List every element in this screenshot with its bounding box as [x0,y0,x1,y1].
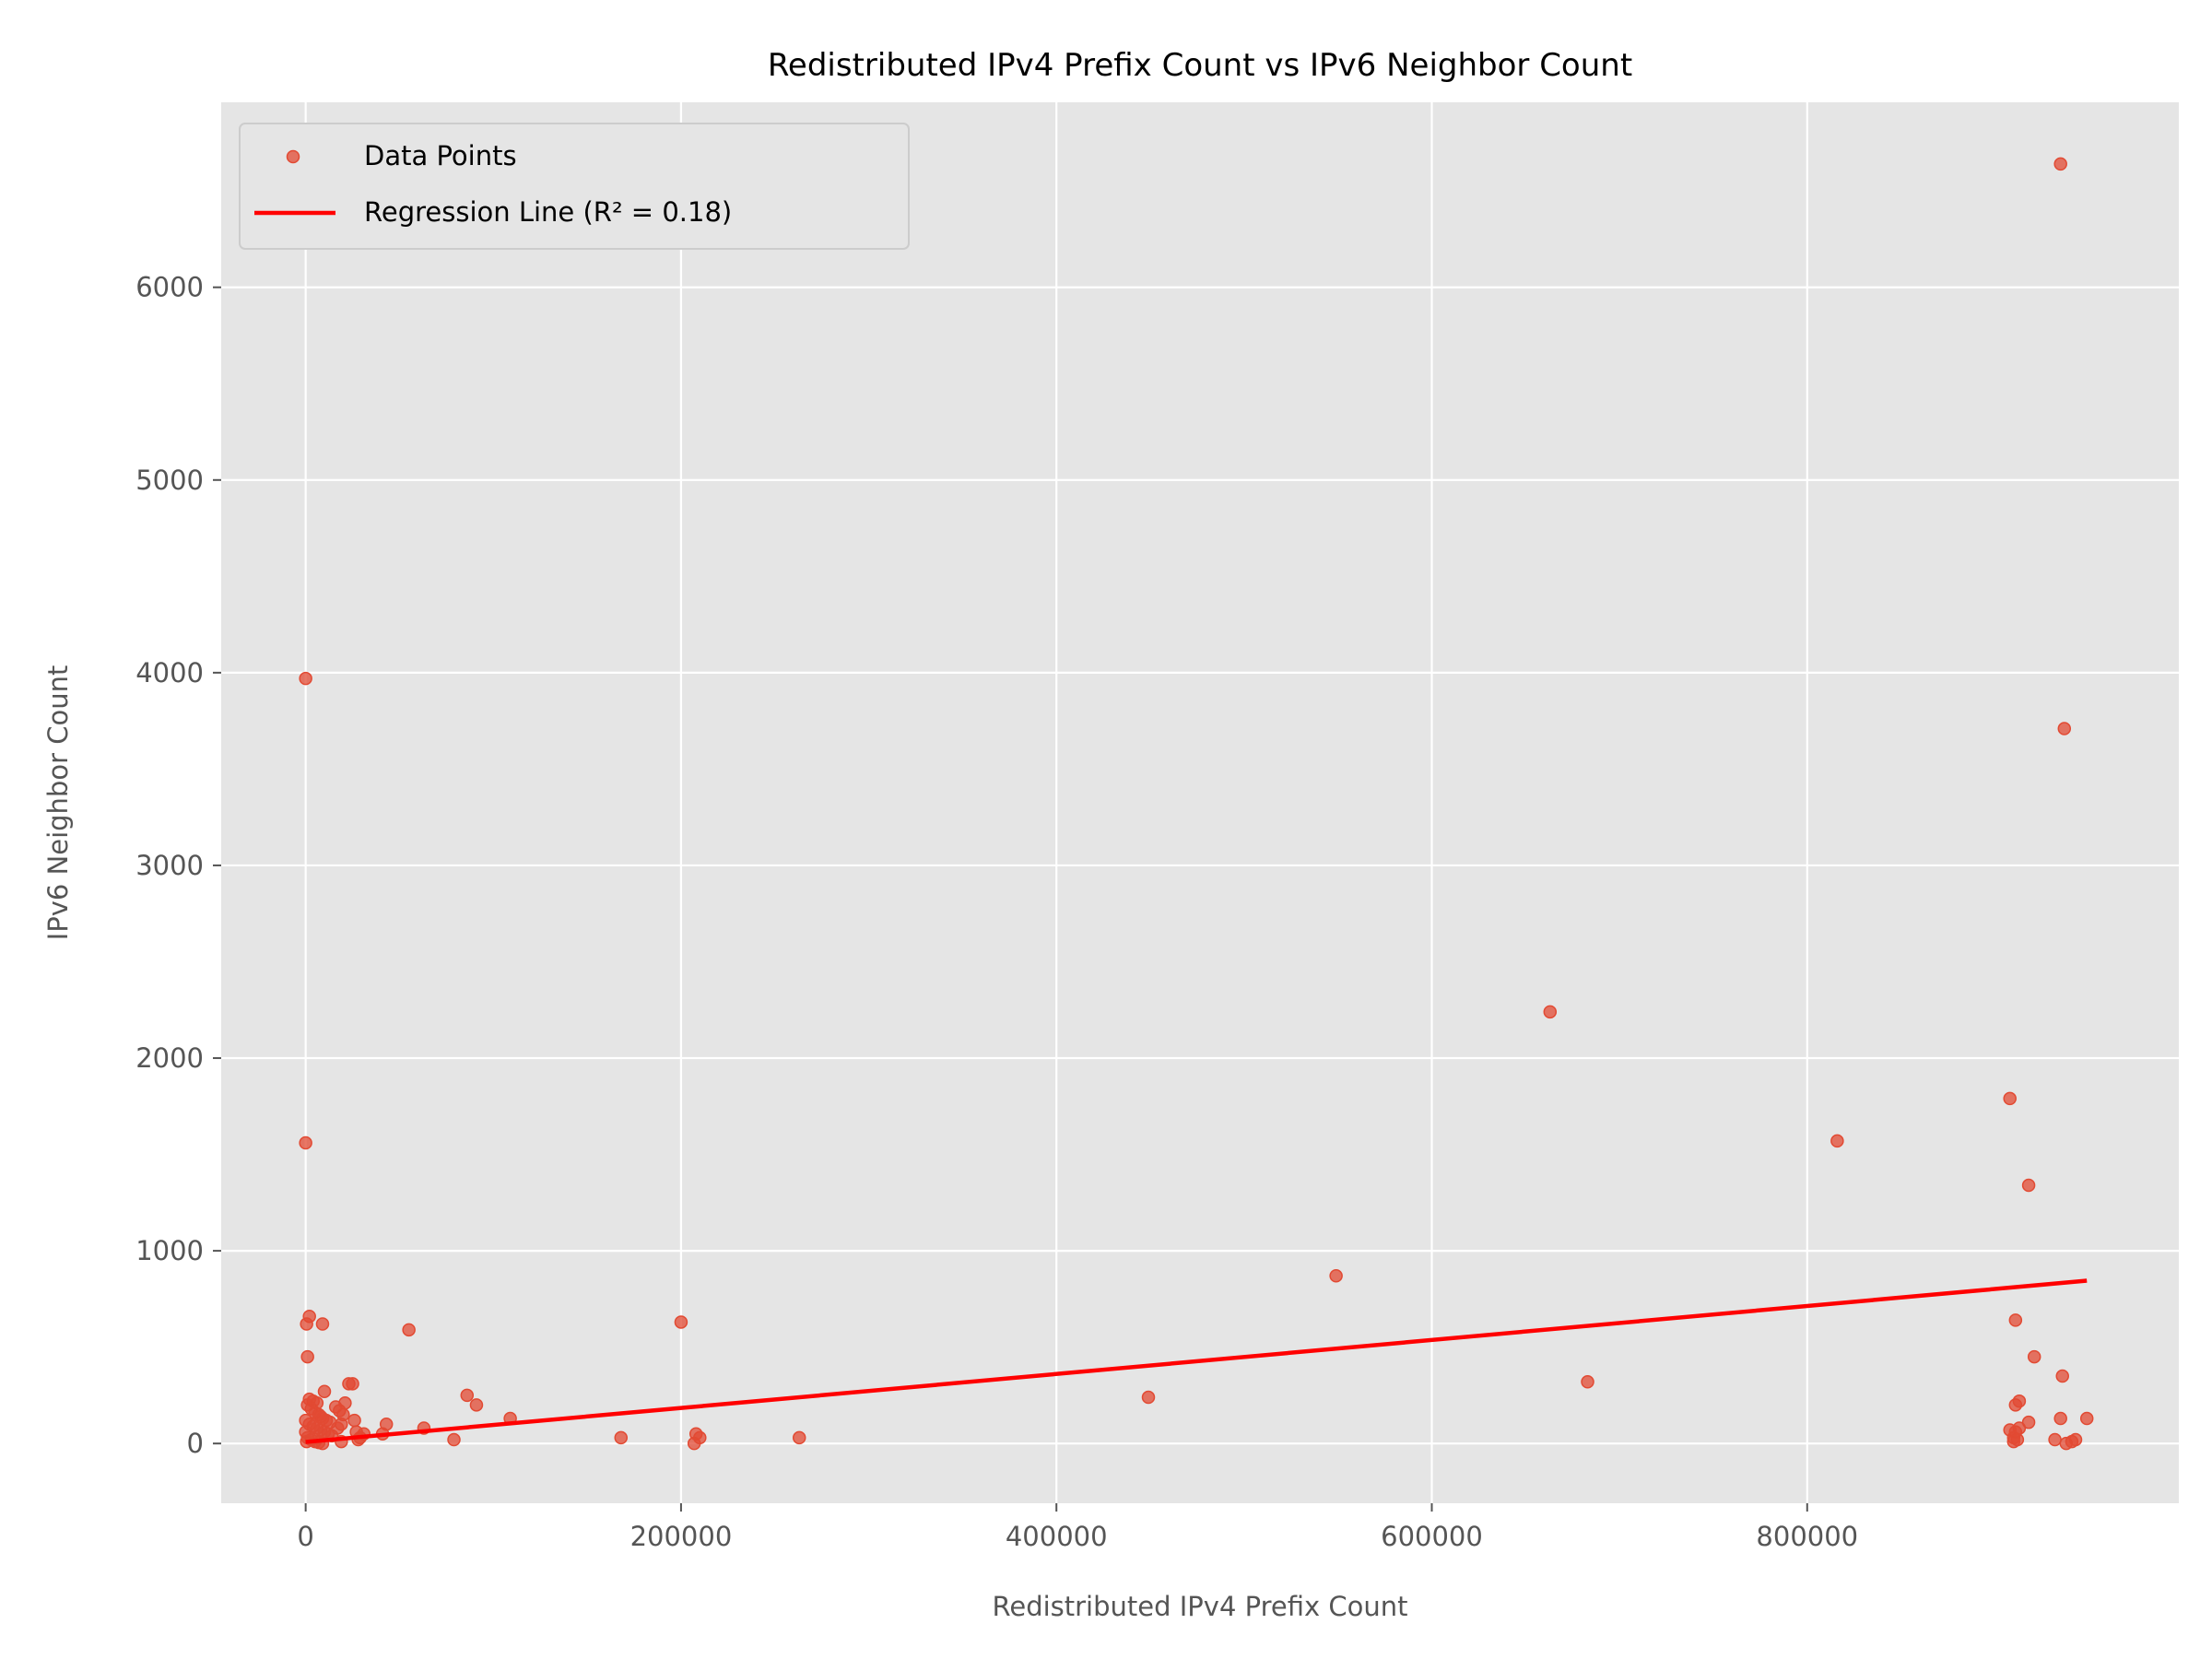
x-tick-label: 800000 [1756,1521,1858,1552]
legend-label-regression-line: Regression Line (R² = 0.18) [364,196,732,228]
data-point [299,1135,312,1150]
data-point [2008,1313,2023,1327]
x-tick-label: 200000 [630,1521,733,1552]
data-point [2006,1434,2021,1449]
axis-ticks: 0 200000 400000 600000 800000 0 1000 2000 3000 40… [135,272,1858,1552]
data-point [300,1349,314,1364]
x-axis-label: Redistributed IPv4 Prefix Count [993,1591,1408,1622]
y-tick-label: 6000 [135,272,204,303]
data-point [2003,1091,2017,1106]
legend-marker-data-points [286,149,300,164]
data-point [315,1317,330,1331]
data-point [2027,1349,2041,1364]
data-point [2053,1411,2067,1426]
regression-line [305,1278,2088,1444]
data-point [299,1413,312,1428]
y-tick-label: 1000 [135,1235,204,1266]
data-point [331,1421,345,1435]
data-point [346,1377,359,1391]
data-point [2021,1415,2036,1430]
data-point [1581,1375,1594,1389]
plot-area [221,102,2179,1503]
y-axis-label: IPv6 Neighbor Count [42,665,74,941]
y-tick-label: 0 [187,1428,204,1459]
data-point [693,1430,707,1445]
data-point [460,1388,475,1403]
data-point [674,1315,688,1329]
legend: Data Points Regression Line (R² = 0.18) [239,123,910,250]
data-point [379,1418,394,1431]
data-point [1543,1005,1558,1019]
chart-title: Redistributed IPv4 Prefix Count vs IPv6 … [768,47,1632,84]
data-point [317,1384,332,1398]
regression-line-group [305,1278,2088,1444]
data-point [447,1432,461,1447]
data-point [2021,1178,2036,1193]
data-point [347,1413,361,1428]
data-point [1830,1134,1844,1148]
y-tick-label: 5000 [135,465,204,496]
y-tick-label: 4000 [135,657,204,688]
y-tick-label: 2000 [135,1042,204,1074]
data-point [2057,722,2072,735]
data-point [2079,1411,2094,1426]
data-point [2048,1432,2062,1447]
data-point [402,1323,416,1337]
data-points [299,157,2094,1451]
data-point [1141,1390,1156,1405]
data-point [2012,1394,2027,1408]
x-tick-label: 0 [297,1521,313,1552]
legend-label-data-points: Data Points [364,140,517,171]
data-point [338,1396,352,1410]
data-point [614,1430,629,1445]
data-point [792,1430,806,1445]
grid-lines [221,102,2179,1503]
data-point [2053,157,2067,171]
data-point [2068,1432,2083,1447]
x-tick-label: 400000 [1006,1521,1108,1552]
y-tick-label: 3000 [135,850,204,881]
x-tick-label: 600000 [1381,1521,1483,1552]
data-point [299,671,312,686]
data-point [469,1398,484,1412]
data-point [300,1317,313,1331]
data-point [1329,1269,1343,1283]
legend-box [239,123,910,250]
data-point [2055,1369,2069,1383]
